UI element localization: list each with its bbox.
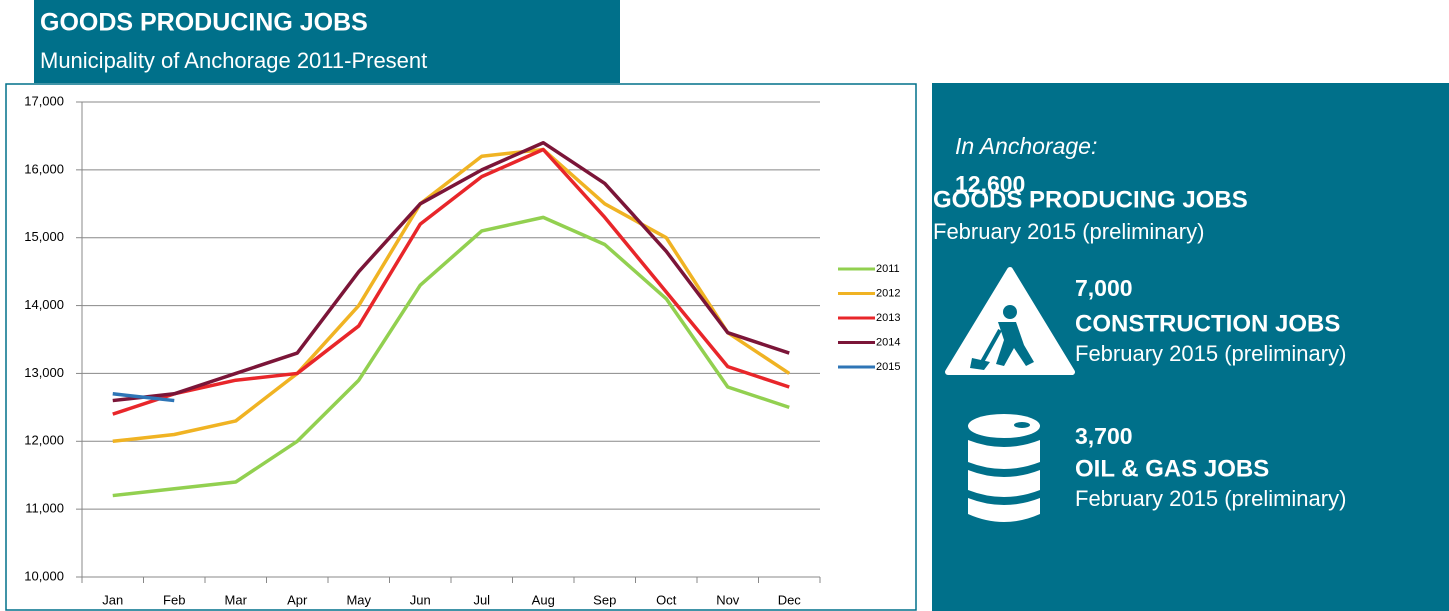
series-line <box>112 392 175 403</box>
legend-label: 2011 <box>876 263 900 275</box>
panel-value: 7,000 <box>1075 275 1133 301</box>
legend-label: 2013 <box>876 312 900 324</box>
y-tick-label: 11,000 <box>25 501 64 516</box>
x-tick-label: Aug <box>532 592 555 607</box>
chart-frame <box>5 83 917 611</box>
y-tick-label: 10,000 <box>24 568 64 583</box>
x-tick-label: Dec <box>778 592 802 607</box>
panel-intro: In Anchorage: <box>955 133 1097 159</box>
chart-title: GOODS PRODUCING JOBS <box>40 9 368 37</box>
barrel-icon <box>968 414 1040 522</box>
panel-title: CONSTRUCTION JOBS <box>1075 310 1340 337</box>
series-line <box>112 147 790 416</box>
legend-label: 2015 <box>876 361 900 373</box>
panel-subtitle: February 2015 (preliminary) <box>1075 341 1346 366</box>
y-tick-label: 14,000 <box>24 297 64 312</box>
y-tick-label: 12,000 <box>24 433 64 448</box>
legend-label: 2012 <box>876 287 900 299</box>
series-line <box>112 147 791 444</box>
panel-subtitle: February 2015 (preliminary) <box>1075 486 1346 511</box>
x-tick-label: Oct <box>656 592 677 607</box>
series-line <box>112 140 790 403</box>
x-tick-label: Mar <box>225 592 248 607</box>
panel-value: 12,600 <box>955 171 1025 197</box>
x-tick-label: Jun <box>410 592 431 607</box>
x-tick-label: Feb <box>163 592 185 607</box>
x-tick-label: Sep <box>593 592 616 607</box>
series-line <box>112 215 790 498</box>
y-tick-label: 17,000 <box>24 93 64 108</box>
panel-value: 3,700 <box>1075 423 1133 449</box>
y-tick-label: 16,000 <box>24 161 64 176</box>
legend-label: 2014 <box>876 336 900 348</box>
y-tick-label: 13,000 <box>24 365 64 380</box>
x-tick-label: Jul <box>473 592 490 607</box>
construction-icon <box>945 267 1075 375</box>
panel-title: GOODS PRODUCING JOBS <box>933 186 1248 213</box>
x-tick-label: Jan <box>102 592 123 607</box>
panel-title: OIL & GAS JOBS <box>1075 455 1269 482</box>
panel-subtitle: February 2015 (preliminary) <box>933 219 1204 244</box>
x-tick-label: Apr <box>287 592 308 607</box>
x-tick-label: Nov <box>716 592 740 607</box>
y-tick-label: 15,000 <box>24 229 64 244</box>
header-box <box>34 0 620 83</box>
chart-subtitle: Municipality of Anchorage 2011-Present <box>40 48 427 73</box>
x-tick-label: May <box>346 592 371 607</box>
